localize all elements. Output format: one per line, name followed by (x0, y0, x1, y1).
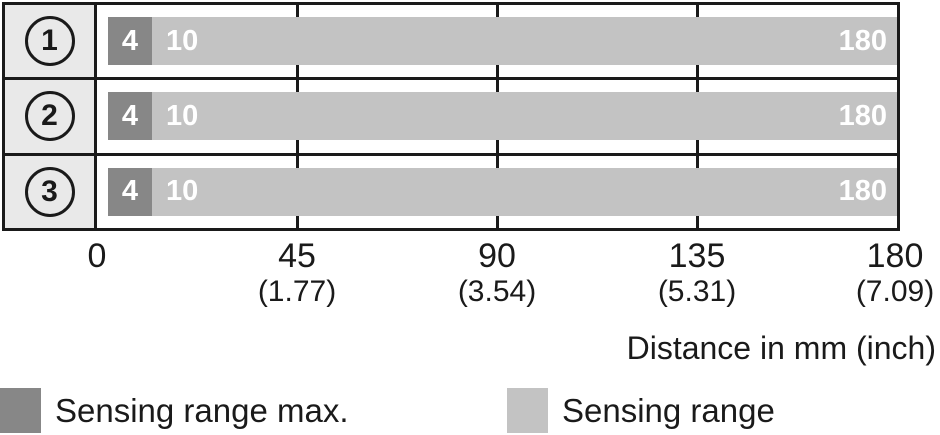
row-3-range-end-value: 180 (838, 175, 887, 208)
x-tick-90-mm: 90 (478, 237, 516, 275)
x-tick-45-mm: 45 (278, 237, 316, 275)
chart-row-2: 2 4 10 180 (5, 80, 897, 156)
row-1-label-cell: 1 (5, 5, 97, 78)
row-1-sensing-range-segment: 10 180 (152, 17, 897, 66)
x-tick-0-mm: 0 (87, 237, 107, 275)
row-3-range-bar: 4 10 180 (108, 167, 897, 216)
x-axis: 0 45 (1.77) 90 (3.54) 135 (5.31) 180 (7.… (0, 238, 940, 328)
x-tick-135-inch: (5.31) (657, 275, 737, 308)
x-tick-90-inch: (3.54) (457, 275, 537, 308)
row-3-sensing-range-max-segment: 4 (108, 167, 152, 216)
row-1-range-start-value: 10 (166, 24, 199, 57)
row-2-plot: 4 10 180 (97, 80, 897, 153)
legend-swatch-dark (0, 388, 41, 433)
circled-number-2: 2 (24, 91, 75, 142)
row-1-range-end-value: 180 (838, 24, 887, 57)
legend-label-sensing-range: Sensing range (562, 392, 775, 429)
x-tick-180: 180 (7.09) (856, 238, 934, 309)
chart-plot-area: 1 4 10 180 2 (2, 2, 900, 231)
x-tick-180-mm: 180 (866, 237, 924, 275)
legend-item-sensing-range: Sensing range (507, 388, 775, 433)
circled-number-1: 1 (24, 16, 75, 67)
row-2-range-end-value: 180 (838, 99, 887, 132)
x-tick-90: 90 (3.54) (458, 238, 536, 309)
row-3-label-cell: 3 (5, 155, 97, 228)
x-tick-45-inch: (1.77) (257, 275, 337, 308)
x-tick-135-mm: 135 (668, 237, 726, 275)
legend-label-sensing-range-max: Sensing range max. (55, 392, 349, 429)
row-1-sensing-range-max-segment: 4 (108, 17, 152, 66)
x-tick-45: 45 (1.77) (258, 238, 336, 309)
x-tick-0: 0 (88, 238, 107, 275)
row-1-range-bar: 4 10 180 (108, 17, 897, 66)
legend-swatch-light (507, 388, 548, 433)
chart-row-1: 1 4 10 180 (5, 5, 897, 81)
legend-item-sensing-range-max: Sensing range max. (0, 388, 349, 433)
chart-row-3: 3 4 10 180 (5, 155, 897, 228)
row-2-sensing-range-max-segment: 4 (108, 92, 152, 141)
row-3-range-start-value: 10 (166, 175, 199, 208)
row-2-range-start-value: 10 (166, 99, 199, 132)
circled-number-3: 3 (24, 166, 75, 217)
x-axis-title: Distance in mm (inch) (626, 330, 936, 366)
row-2-range-bar: 4 10 180 (108, 92, 897, 141)
x-tick-135: 135 (5.31) (658, 238, 736, 309)
x-tick-180-inch: (7.09) (855, 275, 935, 308)
row-3-plot: 4 10 180 (97, 155, 897, 228)
row-2-label-cell: 2 (5, 80, 97, 153)
row-3-sensing-range-segment: 10 180 (152, 167, 897, 216)
row-1-plot: 4 10 180 (97, 5, 897, 78)
row-2-sensing-range-segment: 10 180 (152, 92, 897, 141)
